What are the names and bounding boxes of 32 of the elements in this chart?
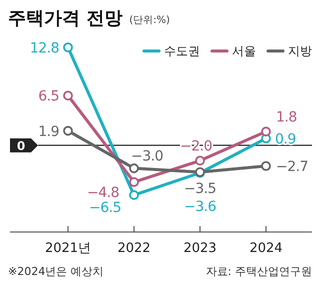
point <box>195 156 205 166</box>
text: 자료: 주택산업연구원 <box>206 265 312 278</box>
legend-label: 지방 <box>288 44 312 58</box>
point <box>261 161 271 171</box>
point <box>129 163 139 174</box>
chart-subtitle: (단위:%) <box>129 15 170 26</box>
data-label: 1.8 <box>276 110 297 126</box>
data-label: 6.5 <box>38 88 59 105</box>
x-tick-label: 2021년 <box>44 241 92 256</box>
point <box>63 126 73 136</box>
point <box>129 177 139 187</box>
point <box>63 90 73 100</box>
data-label: −4.8 <box>87 185 119 202</box>
text: ※2024년은 예상치 <box>8 265 104 278</box>
data-label: −3.5 <box>184 181 216 198</box>
x-tick-label: 2023 <box>183 241 217 256</box>
chart-title: 주택가격 전망 <box>8 8 122 29</box>
x-tick-label: 2022 <box>117 241 151 256</box>
point <box>261 126 271 136</box>
point <box>129 190 139 200</box>
data-label: 12.8 <box>30 40 59 56</box>
legend-label: 수도권 <box>164 44 200 58</box>
data-label: 1.9 <box>38 124 59 140</box>
x-tick-label: 2024 <box>249 241 283 256</box>
data-label: −3.0 <box>131 148 163 164</box>
legend-label: 서울 <box>232 44 256 58</box>
point <box>63 42 73 52</box>
data-label: −2.7 <box>276 159 308 175</box>
data-label: 0.9 <box>275 131 296 148</box>
data-label: −6.5 <box>89 200 121 216</box>
ref-line-label: 0 <box>16 138 26 153</box>
data-label: −3.6 <box>184 198 217 215</box>
